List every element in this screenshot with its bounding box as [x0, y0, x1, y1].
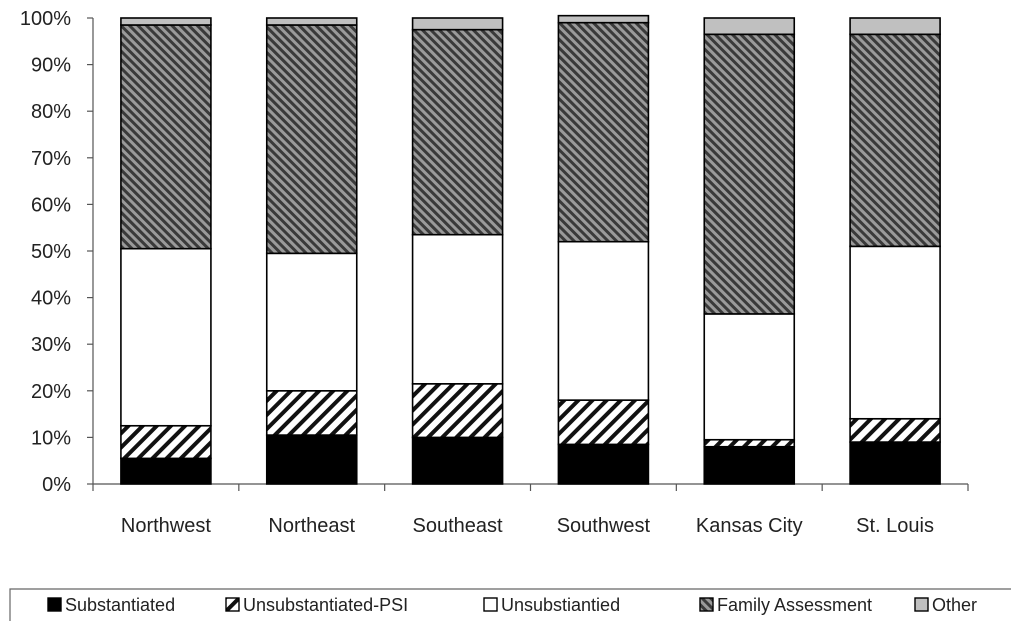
bar-segment-other	[703, 17, 796, 36]
bar-segment-other	[265, 17, 358, 26]
bar-stack-southeast	[411, 17, 504, 485]
bar-segment-family-assessment	[557, 21, 650, 243]
bar-stack-st-louis	[849, 17, 941, 485]
bar-segment-other	[411, 17, 504, 31]
bar-segment-substantiated	[703, 445, 796, 485]
x-category-label: Northeast	[268, 515, 355, 537]
chart-bars	[120, 14, 941, 485]
y-tick-label: 30%	[31, 334, 71, 356]
legend-swatch	[225, 597, 240, 612]
chart-legend: Substantiated Unsubstantiated-PSI Unsubsti…	[9, 588, 1011, 621]
bar-stack-northeast	[265, 17, 358, 485]
y-tick-label: 70%	[31, 148, 71, 170]
chart-axes	[87, 17, 969, 491]
bar-segment-family-assessment	[411, 28, 504, 236]
bar-segment-unsubstantiated-psi	[703, 438, 796, 448]
bar-segment-family-assessment	[120, 24, 212, 250]
bar-segment-unsubstiantied	[411, 233, 504, 385]
bar-segment-substantiated	[849, 441, 941, 485]
y-tick-label: 20%	[31, 381, 71, 403]
legend-swatch	[699, 597, 714, 612]
bar-segment-unsubstantiated-psi	[411, 383, 504, 439]
bar-segment-substantiated	[120, 457, 212, 485]
x-category-label: Southwest	[557, 515, 651, 537]
y-tick-label: 60%	[31, 194, 71, 216]
bar-segment-family-assessment	[265, 24, 358, 255]
legend-border	[9, 588, 1011, 621]
bar-segment-unsubstantiated-psi	[265, 389, 358, 436]
bar-segment-other	[557, 14, 650, 24]
x-category-label: Southeast	[413, 515, 504, 537]
bar-segment-substantiated	[557, 443, 650, 485]
bar-segment-unsubstantiated-psi	[120, 424, 212, 460]
y-tick-label: 80%	[31, 101, 71, 123]
bar-stack-southwest	[557, 14, 650, 485]
bar-segment-unsubstiantied	[557, 240, 650, 401]
bar-segment-unsubstantiated-psi	[557, 399, 650, 446]
x-category-label: Kansas City	[696, 515, 803, 537]
chart-labels: 0% 10% 20% 30% 40% 50% 60% 70% 80% 90% 100% Northwe…	[20, 8, 934, 537]
bar-segment-substantiated	[265, 434, 358, 485]
y-tick-label: 100%	[20, 8, 71, 30]
bar-segment-other	[120, 17, 212, 26]
legend-swatch	[483, 597, 498, 612]
y-tick-label: 0%	[42, 474, 71, 496]
bar-segment-family-assessment	[703, 33, 796, 315]
bar-stack-kansas-city	[703, 17, 796, 485]
bar-segment-unsubstiantied	[849, 245, 941, 420]
legend-label: Unsubstantiated-PSI	[243, 595, 408, 615]
bar-segment-other	[849, 17, 941, 36]
x-category-label: St. Louis	[856, 515, 934, 537]
bar-segment-unsubstiantied	[120, 247, 212, 427]
legend-swatch	[47, 597, 62, 612]
bar-segment-unsubstiantied	[265, 252, 358, 392]
y-tick-label: 90%	[31, 55, 71, 77]
legend-label: Family Assessment	[717, 595, 872, 615]
legend-label: Unsubstiantied	[501, 595, 620, 615]
x-category-label: Northwest	[121, 515, 211, 537]
bar-stack-northwest	[120, 17, 212, 485]
bar-segment-unsubstantiated-psi	[849, 417, 941, 443]
legend-label: Substantiated	[65, 595, 175, 615]
y-tick-label: 40%	[31, 288, 71, 310]
y-tick-label: 50%	[31, 241, 71, 263]
legend-swatch	[914, 597, 929, 612]
bar-segment-family-assessment	[849, 33, 941, 248]
bar-segment-substantiated	[411, 436, 504, 485]
y-tick-label: 10%	[31, 427, 71, 449]
bar-segment-unsubstiantied	[703, 313, 796, 441]
legend-label: Other	[932, 595, 977, 615]
